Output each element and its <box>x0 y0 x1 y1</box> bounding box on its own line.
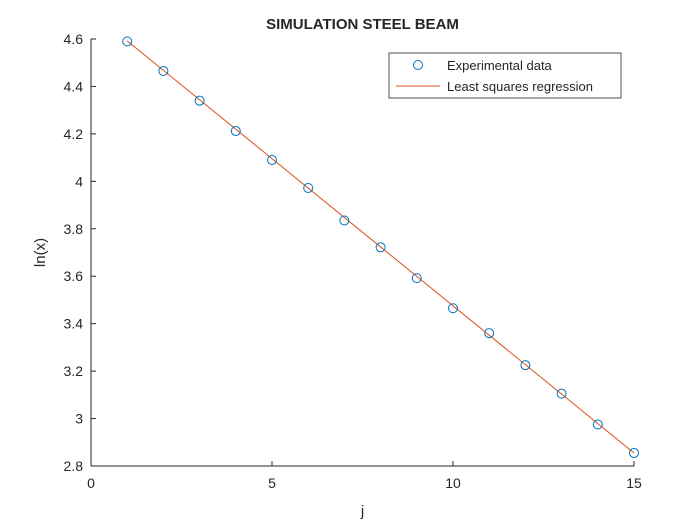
x-tick-label: 10 <box>445 475 461 491</box>
x-axis-label: j <box>360 503 364 520</box>
x-tick-label: 5 <box>268 475 276 491</box>
data-point <box>484 328 495 339</box>
data-point <box>556 388 567 399</box>
legend-box <box>388 52 622 99</box>
legend: Experimental data Least squares regressi… <box>388 52 622 99</box>
legend-label-experimental: Experimental data <box>447 58 553 73</box>
axes <box>90 39 634 467</box>
y-tick-label: 4.2 <box>64 126 84 142</box>
regression-line <box>126 40 635 454</box>
data-point <box>339 215 350 226</box>
x-tick-label: 15 <box>626 475 642 491</box>
data-point <box>303 182 314 193</box>
y-tick-label: 4.6 <box>64 31 84 47</box>
data-point <box>411 273 422 284</box>
data-point <box>230 126 241 137</box>
data-point <box>629 447 639 458</box>
y-tick-label: 3 <box>75 411 83 427</box>
chart-title: SIMULATION STEEL BEAM <box>266 16 459 33</box>
data-point <box>520 360 531 371</box>
data-point <box>194 95 205 106</box>
y-tick-label: 2.8 <box>64 458 84 474</box>
y-tick-label: 3.2 <box>64 363 84 379</box>
ticks: 0 5 10 15 2.8 3 3.2 3.4 3.6 3.8 4 4.2 4.4 4.6 <box>64 31 642 491</box>
data-point <box>158 66 169 77</box>
legend-marker-experimental <box>413 60 423 70</box>
y-tick-label: 3.4 <box>64 316 84 332</box>
data-point <box>448 303 458 314</box>
y-axis-label: ln(x) <box>32 238 49 267</box>
series-layer <box>122 36 639 458</box>
y-tick-label: 4.4 <box>64 78 84 94</box>
y-tick-label: 3.6 <box>64 268 84 284</box>
y-tick-label: 4 <box>75 173 83 189</box>
data-point <box>592 419 603 430</box>
y-tick-label: 3.8 <box>64 221 84 237</box>
data-point <box>122 36 133 47</box>
legend-label-regression: Least squares regression <box>447 79 593 94</box>
plot-area <box>91 39 634 466</box>
data-point <box>267 154 277 165</box>
data-point <box>375 242 386 253</box>
x-tick-label: 0 <box>87 475 95 491</box>
